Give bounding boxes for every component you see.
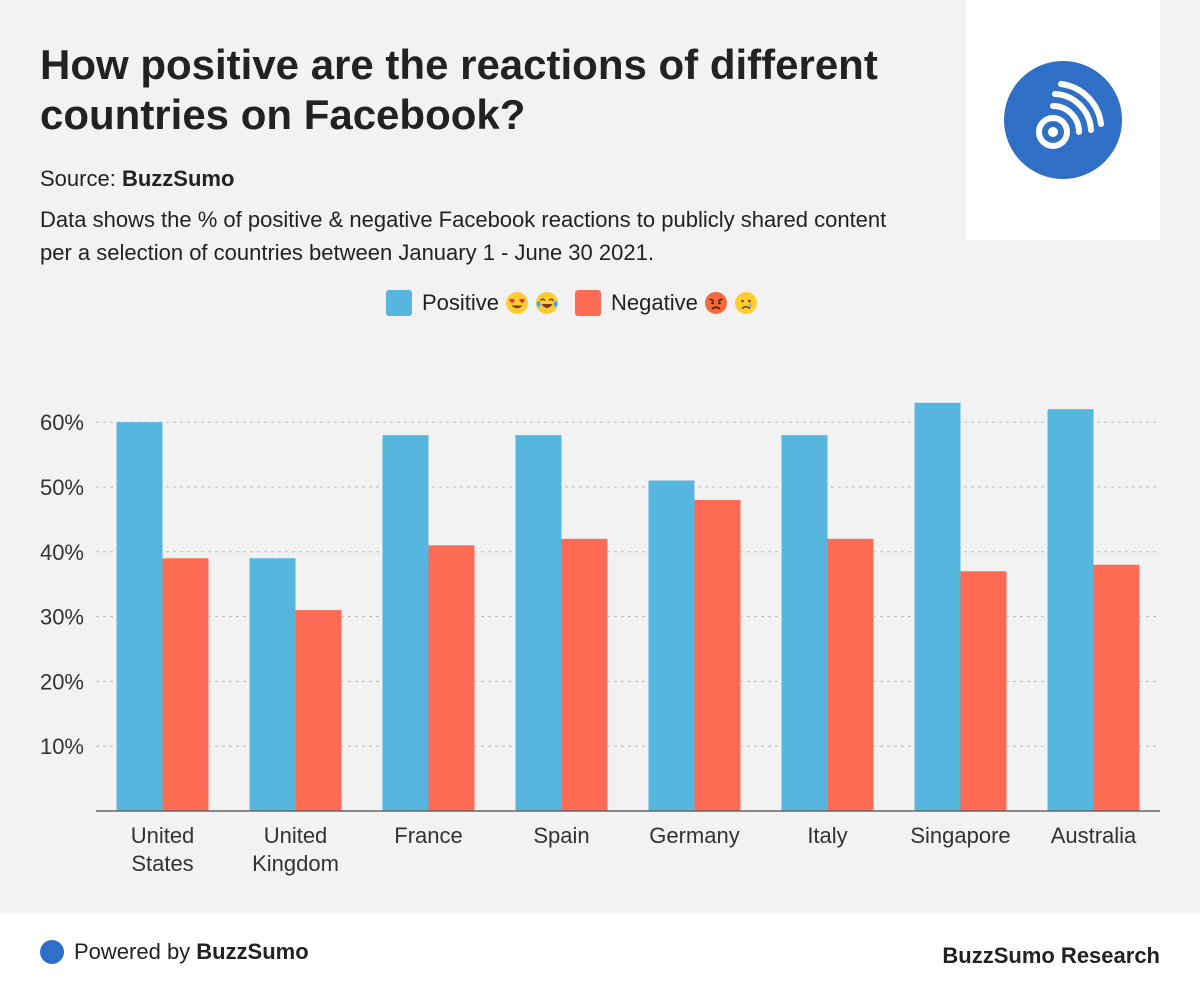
bar-positive bbox=[249, 558, 296, 811]
positive-swatch bbox=[386, 290, 412, 316]
bar-negative bbox=[694, 499, 741, 811]
bar-negative bbox=[960, 571, 1007, 811]
y-tick-label: 30% bbox=[40, 605, 84, 630]
y-tick-label: 10% bbox=[40, 734, 84, 759]
x-tick-label: Spain bbox=[533, 823, 589, 848]
negative-swatch bbox=[575, 290, 602, 316]
x-tick-label: United States bbox=[131, 823, 195, 876]
bar-chart: 10% 20% 30% 40% 50% 60% United States United King… bbox=[40, 402, 1160, 876]
footer: Powered by BuzzSumo BuzzSumo Research bbox=[0, 913, 1200, 1000]
source-line: Source: BuzzSumo bbox=[40, 166, 234, 192]
legend-negative-label: Negative bbox=[611, 290, 698, 315]
crying-face-emoji-icon bbox=[734, 292, 757, 314]
bar-negative bbox=[428, 545, 475, 811]
research-label: BuzzSumo Research bbox=[942, 943, 1160, 968]
bar-positive bbox=[914, 402, 961, 811]
bar-negative bbox=[561, 538, 608, 811]
buzzsumo-dot-icon bbox=[40, 940, 64, 964]
bar-positive bbox=[116, 422, 163, 811]
y-tick-label: 50% bbox=[40, 475, 84, 500]
powered-by: Powered by BuzzSumo bbox=[40, 939, 309, 965]
bar-negative bbox=[295, 610, 342, 811]
source-label: Source: bbox=[40, 166, 116, 191]
powered-label: Powered by bbox=[74, 939, 191, 964]
bar-positive bbox=[1047, 409, 1094, 811]
tears-of-joy-emoji-icon bbox=[536, 292, 559, 314]
logo-panel bbox=[966, 0, 1160, 240]
legend-positive-label: Positive bbox=[422, 290, 500, 315]
bar-negative bbox=[827, 538, 874, 811]
x-tick-label: Australia bbox=[1051, 823, 1137, 848]
y-tick-label: 60% bbox=[40, 410, 84, 435]
x-tick-label: Singapore bbox=[910, 823, 1010, 848]
bar-positive bbox=[515, 435, 562, 811]
bar-positive bbox=[648, 480, 695, 811]
heart-eyes-emoji-icon bbox=[506, 292, 529, 314]
x-tick-label: France bbox=[394, 823, 462, 848]
chart-title: How positive are the reactions of differ… bbox=[40, 41, 878, 138]
legend-item-negative: Negative bbox=[575, 290, 758, 316]
chart-description: Data shows the % of positive & negative … bbox=[40, 207, 887, 265]
buzzsumo-signal-icon bbox=[1004, 61, 1122, 179]
bar-positive bbox=[382, 435, 429, 811]
x-tick-label: Germany bbox=[649, 823, 739, 848]
bar-negative bbox=[162, 558, 209, 811]
bar-positive bbox=[781, 435, 828, 811]
chart-legend: Positive Negative bbox=[386, 290, 774, 316]
powered-brand: BuzzSumo bbox=[196, 939, 309, 964]
x-tick-label: United Kingdom bbox=[252, 823, 339, 876]
y-tick-label: 40% bbox=[40, 540, 84, 565]
legend-item-positive: Positive bbox=[386, 290, 559, 316]
bar-negative bbox=[1093, 564, 1140, 811]
y-tick-label: 20% bbox=[40, 669, 84, 694]
source-name: BuzzSumo bbox=[121, 166, 235, 191]
x-tick-label: Italy bbox=[807, 823, 847, 848]
angry-face-emoji-icon bbox=[704, 292, 727, 314]
